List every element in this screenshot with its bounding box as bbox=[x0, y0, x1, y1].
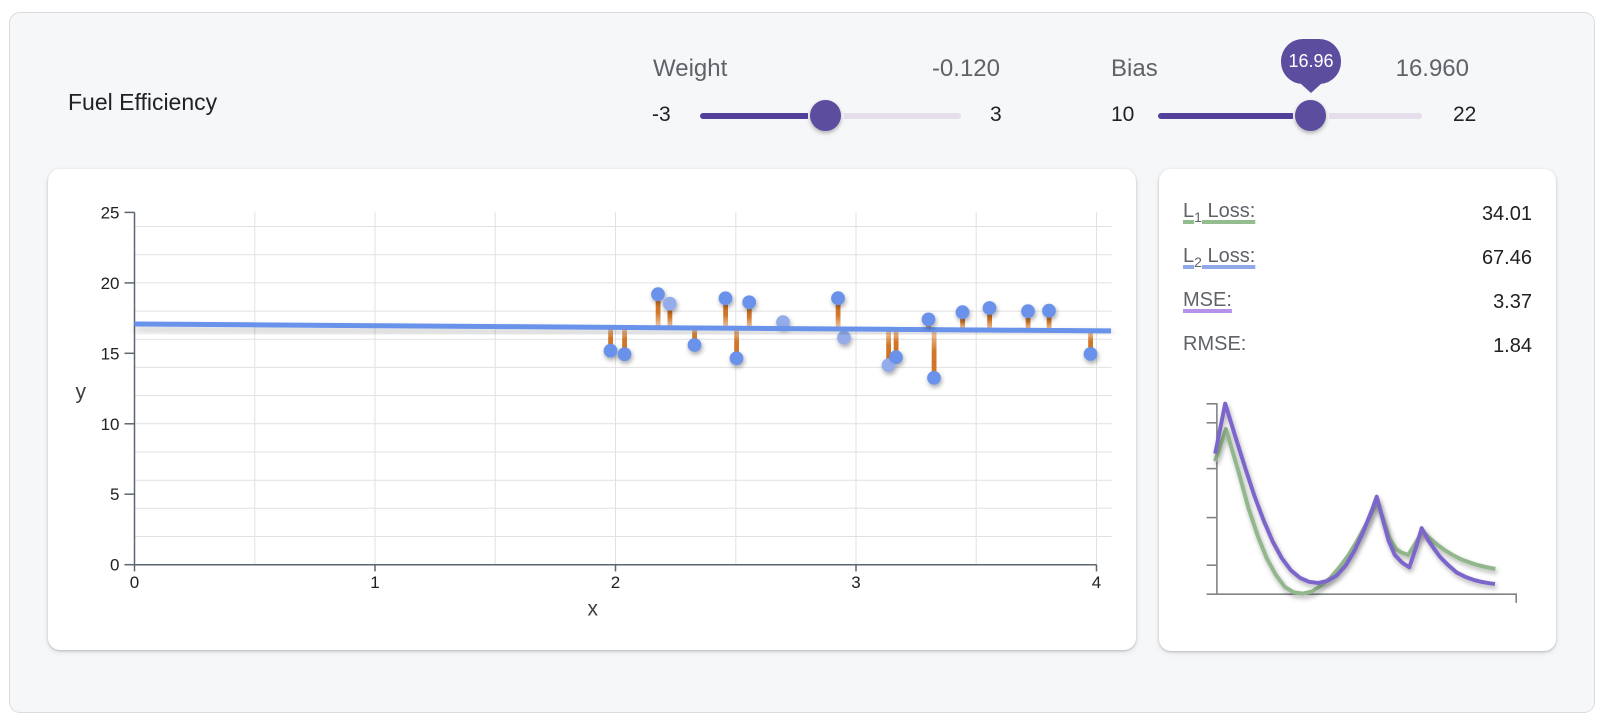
svg-text:4: 4 bbox=[1091, 573, 1100, 592]
svg-text:3: 3 bbox=[851, 573, 860, 592]
svg-text:2: 2 bbox=[610, 573, 619, 592]
svg-text:20: 20 bbox=[100, 274, 119, 293]
svg-text:5: 5 bbox=[110, 485, 119, 504]
svg-text:25: 25 bbox=[100, 204, 119, 223]
svg-text:0: 0 bbox=[129, 573, 138, 592]
svg-text:0: 0 bbox=[110, 556, 119, 575]
svg-text:y: y bbox=[75, 381, 86, 404]
svg-text:x: x bbox=[587, 598, 598, 621]
svg-text:15: 15 bbox=[100, 345, 119, 364]
svg-text:10: 10 bbox=[100, 415, 119, 434]
svg-text:1: 1 bbox=[370, 573, 379, 592]
